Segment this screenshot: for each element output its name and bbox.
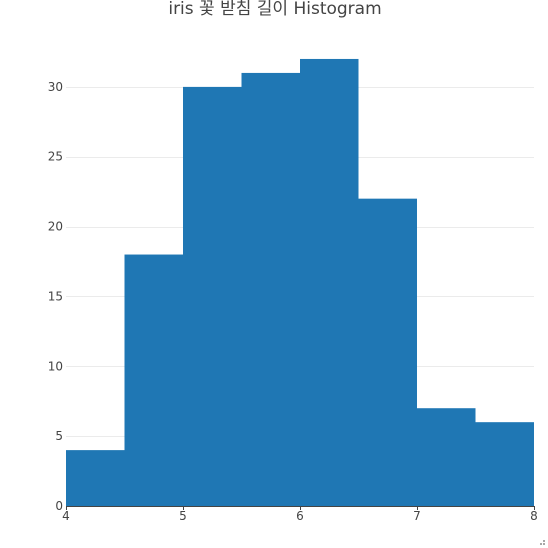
- x-tick-label-8: 8: [530, 509, 538, 523]
- resize-grip-icon[interactable]: [537, 537, 545, 545]
- y-tick-label-5: 5: [55, 429, 63, 443]
- y-tick-label-30: 30: [48, 80, 63, 94]
- histogram-bar-1[interactable]: [66, 450, 125, 506]
- x-axis-ticks: 4 5 6 7 8: [62, 506, 538, 523]
- y-tick-label-25: 25: [48, 150, 63, 164]
- x-tick-label-6: 6: [296, 509, 304, 523]
- y-tick-label-10: 10: [48, 359, 63, 373]
- histogram-bar-3[interactable]: [183, 86, 242, 507]
- histogram-bar-2[interactable]: [124, 254, 184, 506]
- histogram-bar-4[interactable]: [241, 72, 301, 506]
- y-tick-label-0: 0: [55, 499, 63, 513]
- chart-title: iris 꽃 받침 길이 Histogram: [168, 0, 381, 19]
- histogram-bar-5[interactable]: [300, 58, 359, 506]
- y-tick-label-20: 20: [48, 220, 63, 234]
- histogram-bar-8[interactable]: [475, 422, 535, 506]
- x-tick-label-7: 7: [413, 509, 421, 523]
- y-axis-ticks: 0 5 10 15 20 25 30: [48, 80, 63, 513]
- x-tick-label-4: 4: [62, 509, 70, 523]
- histogram-bar-7[interactable]: [417, 408, 476, 506]
- histogram-bar-6[interactable]: [358, 198, 418, 506]
- bars-layer: [66, 58, 535, 507]
- y-tick-label-15: 15: [48, 289, 63, 303]
- x-tick-label-5: 5: [179, 509, 187, 523]
